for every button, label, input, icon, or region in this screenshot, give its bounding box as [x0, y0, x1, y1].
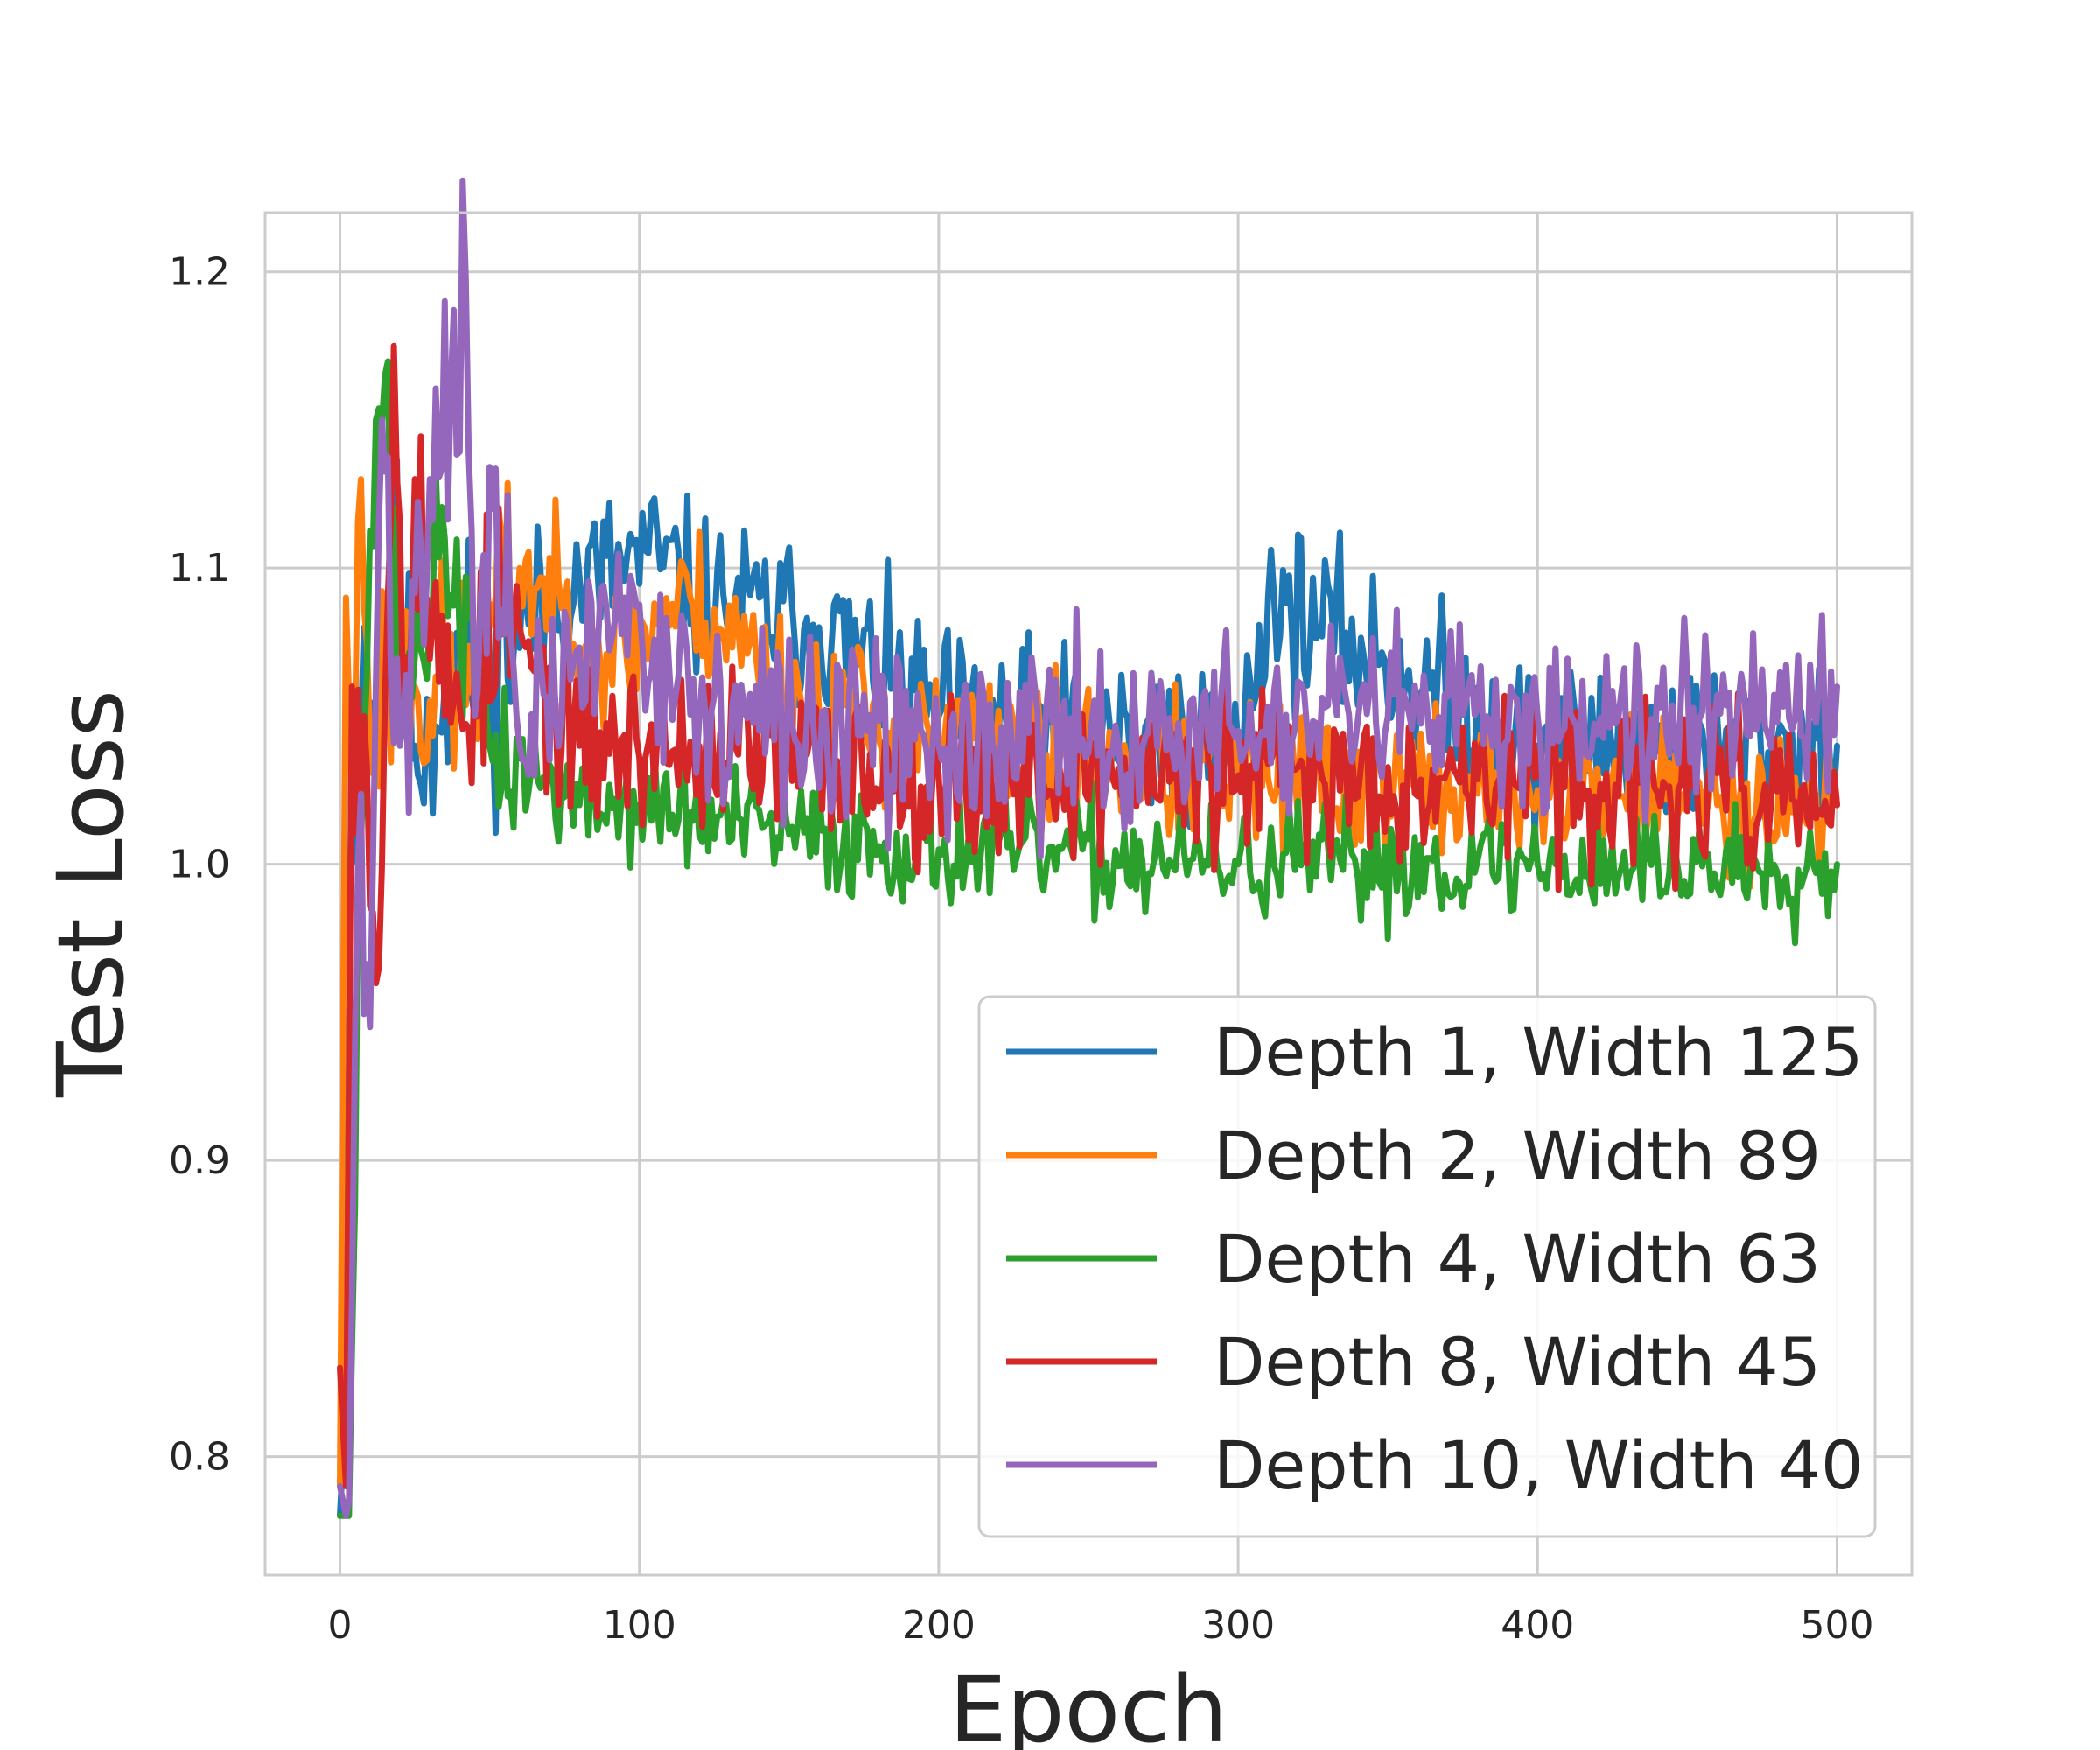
x-axis-label: Epoch	[949, 1656, 1228, 1750]
legend-label-4: Depth 8, Width 45	[1214, 1323, 1821, 1401]
y-tick-label: 0.9	[169, 1138, 230, 1183]
y-axis-ticks: 0.8 0.9 1.0 1.1 1.2	[169, 250, 230, 1480]
x-tick-label: 400	[1501, 1603, 1574, 1648]
grid-lines	[265, 213, 1912, 1575]
series-line-4	[337, 342, 1840, 1489]
y-axis-label: Test Loss	[38, 690, 144, 1098]
series-line-5	[337, 177, 1840, 1519]
series-lines	[337, 177, 1840, 1519]
legend-label-5: Depth 10, Width 40	[1214, 1426, 1863, 1504]
x-tick-label: 100	[603, 1603, 676, 1648]
legend-frame	[977, 995, 1877, 1538]
legend-label-2: Depth 2, Width 89	[1214, 1116, 1821, 1194]
legend-label-1: Depth 1, Width 125	[1214, 1013, 1863, 1091]
y-tick-label: 1.0	[169, 843, 230, 887]
y-tick-label: 0.8	[169, 1435, 230, 1480]
x-tick-label: 200	[902, 1603, 976, 1648]
y-tick-label: 1.1	[169, 546, 230, 591]
legend-label-3: Depth 4, Width 63	[1214, 1220, 1821, 1298]
y-tick-label: 1.2	[169, 250, 230, 295]
x-tick-label: 0	[328, 1603, 353, 1648]
legend: Depth 1, Width 125 Depth 2, Width 89 Depth…	[977, 995, 1877, 1538]
plot-area-frame	[263, 211, 1914, 1577]
series-line-3	[337, 358, 1840, 1519]
x-axis-ticks: 0 100 200 300 400 500	[328, 1603, 1874, 1648]
x-tick-label: 300	[1201, 1603, 1275, 1648]
x-tick-label: 500	[1800, 1603, 1873, 1648]
